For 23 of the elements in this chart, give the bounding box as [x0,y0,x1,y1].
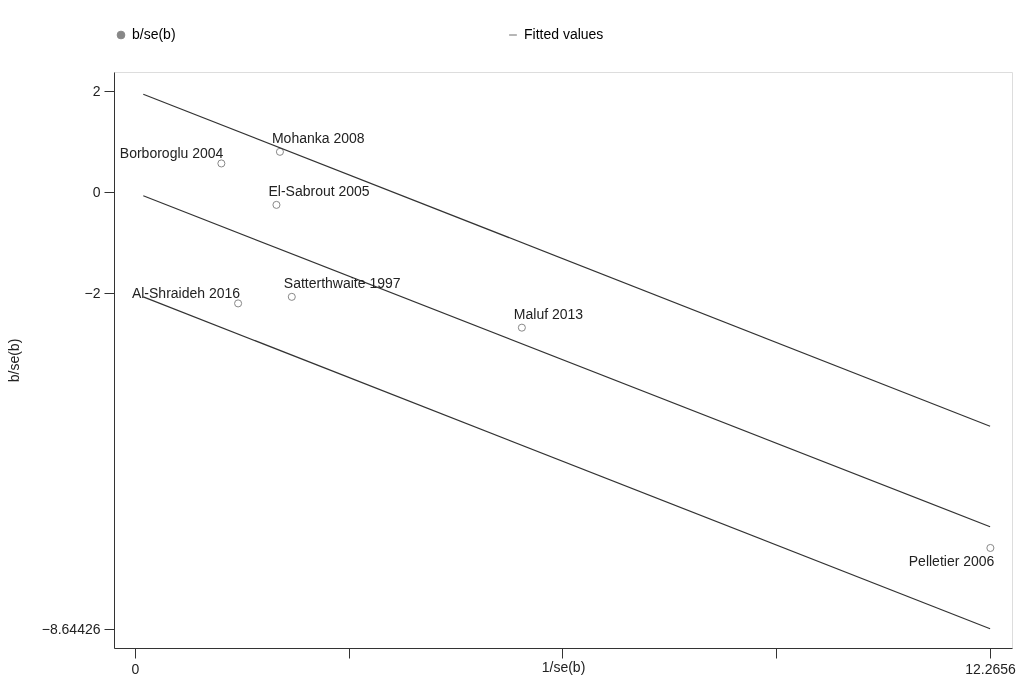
point [234,299,243,308]
point [217,159,226,168]
point [272,200,281,209]
y-tick-label: 2 [92,82,101,99]
annotation: Borboroglu 2004 [119,145,224,162]
point [517,323,526,332]
y-tick-label: −2 [84,284,101,301]
legend-label: Fitted values [524,26,604,42]
annotation: Mohanka 2008 [271,129,365,146]
annotation: Pelletier 2006 [908,552,995,569]
y-tick-label: 0 [92,183,101,200]
y-axis-title: b/se(b) [5,338,22,383]
annotation: Maluf 2013 [513,305,584,322]
annotation: Al-Shraideh 2016 [131,285,241,302]
annotation: El-Sabrout 2005 [268,182,370,199]
y-tick-label: −8.64426 [41,620,101,637]
legend-label: b/se(b) [132,26,176,42]
point [287,292,296,301]
point [986,543,995,552]
point [275,147,284,156]
x-axis-title: 1/se(b) [541,658,586,675]
annotation: Satterthwaite 1997 [283,274,401,291]
x-tick-label: 12.2656 [965,660,1017,677]
